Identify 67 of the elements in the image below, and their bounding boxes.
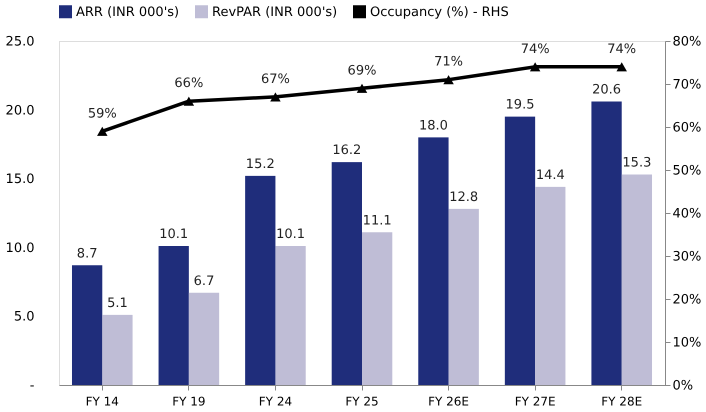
data-label: 59% <box>88 106 117 122</box>
point <box>530 62 540 72</box>
y-tick-label: 10.0 <box>6 240 34 256</box>
data-label: 15.3 <box>622 155 652 170</box>
bar <box>188 292 220 385</box>
data-label: 6.7 <box>194 274 214 289</box>
point <box>184 96 194 106</box>
data-label: 12.8 <box>449 190 478 205</box>
x-tick-label: FY 27E <box>514 394 556 408</box>
data-label: 18.0 <box>418 118 448 134</box>
y-tick-label: - <box>30 378 35 394</box>
y-tick-label: 15.0 <box>6 172 34 188</box>
x-tick-label: FY 24 <box>258 394 292 408</box>
bar <box>332 162 362 385</box>
data-label: 10.1 <box>276 227 306 242</box>
x-tick-label: FY 14 <box>86 394 119 408</box>
data-label: 71% <box>434 54 464 70</box>
y-tick-label: 20.0 <box>6 103 34 118</box>
bar <box>504 116 536 385</box>
y2-tick-label: 70% <box>672 78 702 92</box>
bar <box>622 174 652 385</box>
data-label: 11.1 <box>362 213 392 228</box>
y2-tick-label: 20% <box>672 292 702 308</box>
bar <box>362 232 392 385</box>
point <box>97 126 108 136</box>
y2-tick-label: 50% <box>672 164 702 178</box>
data-label: 74% <box>520 42 550 57</box>
point <box>443 75 454 84</box>
bar <box>72 265 102 385</box>
bar <box>158 246 189 385</box>
data-label: 66% <box>174 76 204 92</box>
data-label: 69% <box>348 63 376 78</box>
y2-tick-label: 10% <box>672 336 702 350</box>
bar <box>418 137 449 385</box>
point <box>356 84 368 93</box>
legend-label: ARR (INR 000's) <box>76 4 180 20</box>
bar <box>245 176 276 385</box>
y2-tick-label: 60% <box>672 120 702 136</box>
y-tick-label: 25.0 <box>6 34 34 50</box>
point <box>270 92 281 102</box>
point <box>616 62 627 72</box>
data-label: 8.7 <box>76 246 98 262</box>
x-tick-label: FY 26E <box>428 394 470 408</box>
data-label: 14.4 <box>536 168 565 183</box>
data-label: 67% <box>260 72 290 87</box>
data-label: 5.1 <box>107 296 128 311</box>
x-tick-label: FY 25 <box>345 394 379 408</box>
bar <box>448 208 479 385</box>
data-label: 10.1 <box>159 227 188 242</box>
data-label: 74% <box>607 42 636 57</box>
y2-tick-label: 0% <box>672 378 694 394</box>
legend-label: Occupancy (%) - RHS <box>370 4 509 20</box>
y2-tick-label: 40% <box>672 206 702 222</box>
data-label: 19.5 <box>506 98 534 113</box>
y2-tick-label: 30% <box>672 250 702 264</box>
bar <box>275 246 306 385</box>
bar <box>591 102 622 385</box>
x-tick-label: FY 19 <box>172 394 206 408</box>
legend-label: RevPAR (INR 000's) <box>212 4 338 20</box>
y-tick-label: 5.0 <box>14 310 34 325</box>
data-label: 15.2 <box>246 156 275 172</box>
bar <box>535 186 566 385</box>
data-label: 16.2 <box>332 143 362 158</box>
x-tick-label: FY 28E <box>601 394 642 408</box>
y2-tick-label: 80% <box>672 34 702 50</box>
bar <box>102 314 133 385</box>
data-label: 20.6 <box>592 82 622 98</box>
